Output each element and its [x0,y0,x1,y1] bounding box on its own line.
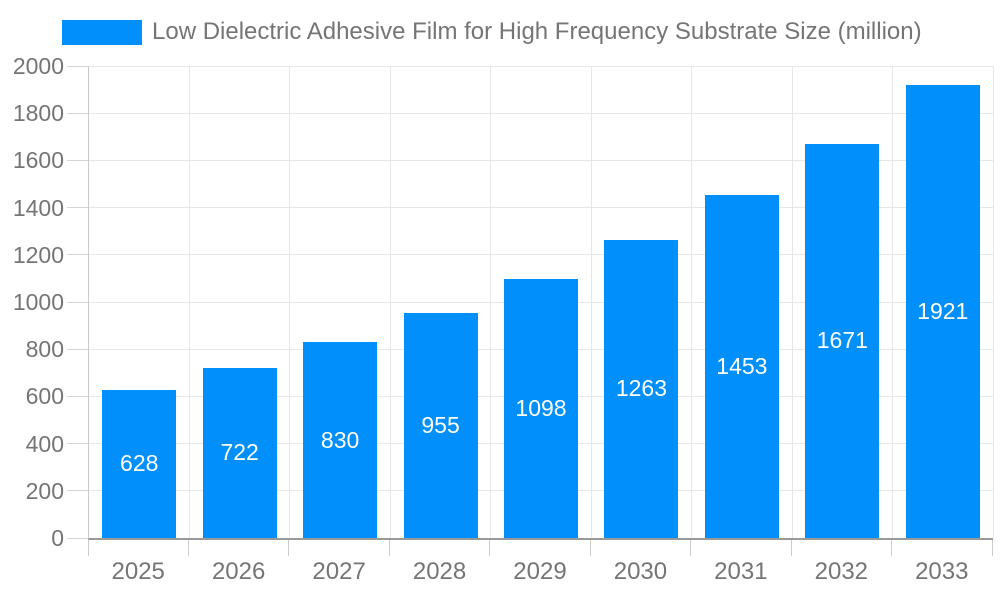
x-tick [690,540,692,556]
y-tick [67,301,88,303]
gridline-h [89,65,993,67]
bar: 722 [202,367,277,538]
y-tick [67,159,88,161]
plot-area: 628 722 830 955 1098 1263 1453 1671 1921 [88,65,994,540]
bar: 628 [102,389,177,538]
x-tick [87,540,89,556]
y-tick-label: 1600 [12,147,64,174]
x-tick-label: 2033 [915,558,969,585]
x-tick [187,540,189,556]
bar-value-label: 1453 [716,353,768,380]
y-tick-label: 2000 [12,53,64,79]
bar: 1453 [704,195,779,538]
y-tick-label: 200 [25,477,64,504]
gridline-h [89,159,993,161]
bar: 1098 [504,278,578,538]
bar: 830 [303,342,378,538]
x-tick [388,540,390,556]
gridline-v [791,66,793,538]
y-tick [67,207,88,209]
y-tick [67,112,88,114]
legend: Low Dielectric Adhesive Film for High Fr… [62,17,922,47]
gridline-v [490,66,492,538]
y-tick [67,443,88,445]
gridline-v [992,66,994,538]
gridline-v [389,66,391,538]
gridline-v [188,66,190,538]
y-tick [67,254,88,256]
gridline-v [590,66,592,538]
bar: 1921 [905,84,980,538]
bar-value-label: 628 [120,450,159,477]
y-tick-label: 800 [25,336,64,363]
bar: 1263 [604,239,679,538]
x-tick-label: 2028 [412,558,467,585]
y-tick [67,490,88,492]
y-tick-label: 600 [25,383,64,410]
gridline-v [691,66,693,538]
bar-value-label: 1671 [816,327,868,354]
bar: 955 [403,312,478,538]
bar-value-label: 1098 [515,394,567,421]
x-tick [489,540,491,556]
x-tick-label: 2027 [312,558,366,585]
x-tick-label: 2029 [513,558,567,585]
x-tick [288,540,290,556]
y-tick-label: 1800 [12,100,64,127]
y-tick-label: 0 [51,525,64,551]
gridline-h [89,112,993,114]
y-tick [67,537,88,539]
bar-value-label: 1921 [917,297,969,324]
y-tick [67,395,88,397]
x-tick-label: 2030 [613,558,668,585]
x-tick-label: 2031 [714,558,768,585]
x-tick [790,540,792,556]
gridline-v [289,66,291,538]
bar-value-label: 830 [320,426,360,453]
bar-value-label: 722 [220,439,259,466]
gridline-h [89,207,993,209]
y-tick-label: 1400 [12,194,64,221]
y-tick [67,65,88,67]
x-tick-label: 2026 [211,558,266,585]
x-tick-label: 2032 [814,558,869,585]
bar-value-label: 1263 [615,375,668,402]
y-tick [67,348,88,350]
legend-label: Low Dielectric Adhesive Film for High Fr… [152,18,922,45]
legend-marker [62,19,142,45]
y-tick-label: 1200 [12,241,64,268]
bar-value-label: 955 [421,411,460,438]
y-tick-label: 1000 [12,289,64,315]
x-tick-label: 2025 [111,558,165,585]
gridline-h [89,254,993,256]
x-tick [589,540,591,556]
bar: 1671 [805,143,880,538]
gridline-v [892,66,894,538]
x-tick [891,540,893,556]
x-tick [991,540,993,556]
y-tick-label: 400 [25,430,64,457]
